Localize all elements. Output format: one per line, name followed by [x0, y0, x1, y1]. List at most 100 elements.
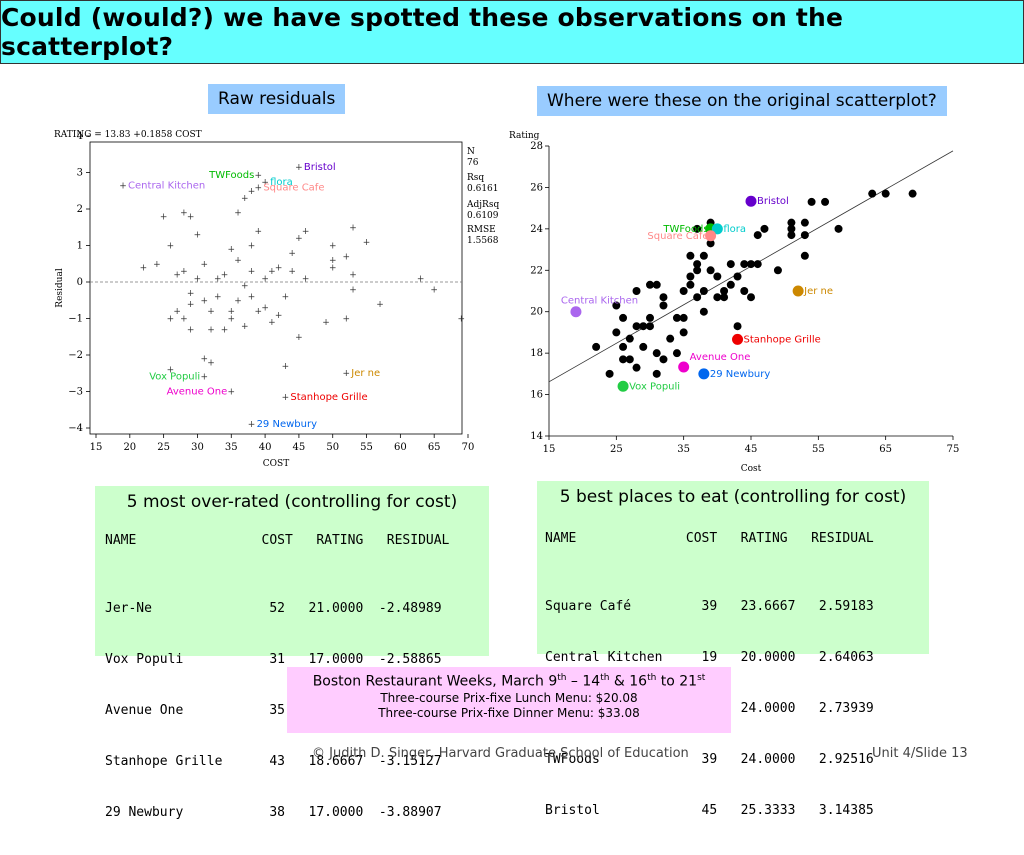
data-point	[632, 363, 641, 372]
x-tick-label: 25	[610, 444, 623, 455]
residual-point: +	[214, 274, 222, 284]
data-point	[605, 369, 614, 378]
best-places-box: 5 best places to eat (controlling for co…	[537, 481, 929, 818]
data-point	[612, 301, 621, 310]
x-tick-label: 20	[123, 442, 136, 453]
point-label: Bristol	[757, 196, 789, 207]
residual-point: +	[329, 256, 337, 266]
data-point	[632, 322, 641, 331]
residual-point: +	[167, 242, 175, 252]
point-label: 29 Newbury	[257, 419, 318, 430]
residual-point: +	[268, 267, 276, 277]
residual-point: +	[173, 307, 181, 317]
slide-title: Could (would?) we have spotted these obs…	[1, 3, 844, 61]
data-point	[760, 224, 769, 233]
residual-point: +	[261, 178, 269, 188]
data-point	[720, 287, 729, 295]
residual-point: +	[227, 307, 235, 317]
residual-point: +	[342, 369, 350, 379]
x-tick-label: 45	[745, 444, 758, 455]
x-tick-label: 65	[879, 444, 892, 455]
residual-point: +	[329, 263, 337, 273]
data-point	[659, 355, 668, 364]
residual-point: +	[248, 293, 256, 303]
highlighted-point	[698, 368, 710, 380]
raw-residuals-label: Raw residuals	[208, 84, 346, 114]
data-point	[881, 189, 890, 198]
point-label: flora	[723, 224, 746, 235]
residual-point: +	[322, 318, 330, 328]
residual-point: +	[200, 372, 208, 382]
data-point	[834, 224, 843, 233]
overrated-box: 5 most over-rated (controlling for cost)…	[95, 486, 489, 820]
residual-point: +	[167, 315, 175, 325]
residual-point: +	[119, 182, 127, 192]
data-point	[693, 260, 702, 269]
residual-point: +	[268, 318, 276, 328]
residual-point: +	[221, 325, 229, 335]
residual-point: +	[248, 267, 256, 277]
point-label: Vox Populi	[149, 371, 200, 382]
residual-point: +	[282, 362, 290, 372]
highlighted-point	[678, 361, 690, 373]
data-point	[619, 342, 628, 351]
data-point	[679, 313, 688, 322]
point-label: 29 Newbury	[710, 369, 771, 380]
data-point	[619, 313, 628, 322]
point-label: Bristol	[304, 162, 336, 173]
y-tick-label: −3	[68, 387, 83, 398]
data-point	[720, 293, 729, 302]
data-point	[612, 328, 621, 337]
y-tick-label: 1	[77, 241, 83, 252]
residual-point: +	[363, 238, 371, 248]
data-point	[625, 355, 634, 364]
x-tick-label: 50	[326, 442, 339, 453]
highlighted-point	[745, 195, 757, 207]
data-point	[706, 266, 715, 275]
highlighted-point	[617, 380, 629, 392]
data-point	[800, 231, 809, 240]
fit-statistic: 1.5568	[467, 236, 499, 246]
residual-point: +	[275, 311, 283, 321]
data-point	[733, 272, 742, 281]
residual-point: +	[248, 420, 256, 430]
y-tick-label: −4	[68, 423, 83, 434]
residual-point: +	[349, 285, 357, 295]
data-point	[686, 280, 695, 289]
table-row: 29 Newbury 38 17.0000 -3.88907	[105, 805, 442, 820]
data-point	[726, 260, 735, 269]
table-row: TWFoods 39 24.0000 2.92516	[545, 752, 874, 767]
y-tick-label: 4	[77, 131, 83, 142]
dinner-menu-price: Three-course Prix-fixe Dinner Menu: $33.…	[378, 705, 640, 720]
fit-statistic: 76	[467, 158, 479, 168]
fit-statistic: 0.6161	[467, 184, 499, 194]
residual-point: +	[234, 209, 242, 219]
residual-point: +	[180, 315, 188, 325]
residual-point: +	[241, 322, 249, 332]
data-point	[619, 355, 628, 364]
residual-point: +	[349, 271, 357, 281]
residual-point: +	[255, 227, 263, 237]
x-tick-label: 75	[947, 444, 960, 455]
data-point	[646, 280, 654, 289]
fit-statistic: RMSE	[467, 225, 496, 235]
chart-title: RATING = 13.83 +0.1858 COST	[54, 130, 202, 140]
data-point	[672, 349, 681, 358]
residual-point: +	[187, 325, 195, 335]
y-tick-label: 28	[530, 141, 543, 152]
residual-point: +	[167, 366, 175, 376]
slide-number: Unit 4/Slide 13	[872, 746, 968, 761]
data-point	[747, 260, 755, 269]
highlighted-point	[705, 230, 717, 242]
data-point	[646, 313, 654, 322]
residual-point: +	[187, 289, 195, 299]
residual-point: +	[302, 227, 310, 237]
residual-point: +	[180, 267, 188, 277]
residual-point: +	[282, 293, 290, 303]
data-point	[726, 280, 735, 289]
highlighted-point	[570, 306, 582, 318]
residual-point: +	[342, 252, 350, 262]
residual-point: +	[214, 293, 222, 303]
point-label: Central Kitchen	[128, 181, 205, 192]
data-point	[679, 287, 688, 295]
